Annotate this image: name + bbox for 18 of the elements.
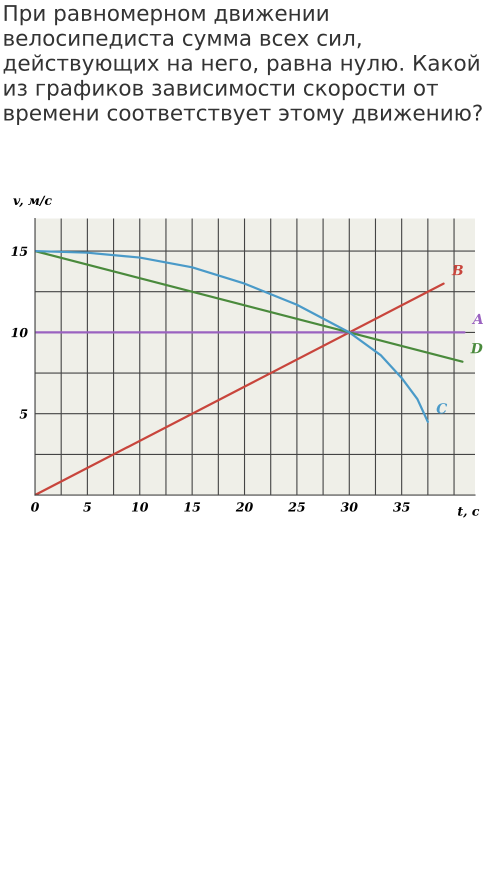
x-tick-label: 0: [31, 502, 39, 512]
x-tick-label: 15: [184, 502, 200, 512]
y-axis-title: v, м/с: [13, 196, 52, 207]
chart-title: При равномерном движении велосипедиста сумма всех сил, действующих на него, равна нулю. Какой из графиков зависимости скорости от времени соответствует этому движению?: [4, 5, 482, 125]
x-tick-label: 30: [340, 502, 358, 512]
series-label: C: [436, 403, 448, 414]
x-tick-label: 5: [83, 502, 91, 512]
x-tick-label: 35: [393, 502, 410, 512]
y-tick-label: 10: [11, 328, 28, 338]
x-axis-title: t, c: [458, 507, 480, 518]
y-tick-label: 5: [20, 409, 28, 419]
y-tick-label: 15: [11, 246, 28, 256]
x-tick-label: 20: [236, 502, 253, 512]
series-label: D: [470, 343, 482, 354]
x-tick-label: 10: [132, 502, 148, 512]
x-tick-label: 25: [288, 502, 305, 512]
line-series: [35, 250, 429, 423]
series-label: A: [472, 314, 483, 324]
